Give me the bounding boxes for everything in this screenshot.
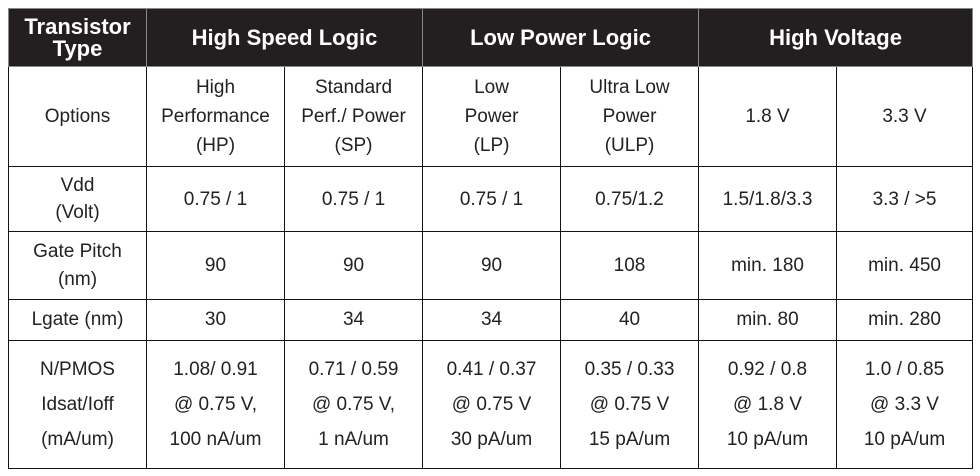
header-row: Transistor Type High Speed Logic Low Pow… bbox=[8, 8, 974, 67]
table-cell: 0.75/1.2 bbox=[560, 166, 700, 232]
table-cell: Ultra Low Power (ULP) bbox=[560, 66, 700, 167]
table-cell: 0.75 / 1 bbox=[283, 166, 424, 232]
table-cell: 40 bbox=[560, 299, 700, 341]
table-cell: 90 bbox=[146, 231, 285, 300]
spec-table-container: Transistor Type High Speed Logic Low Pow… bbox=[8, 8, 974, 469]
table-row: Vdd (Volt) 0.75 / 1 0.75 / 1 0.75 / 1 0.75/1… bbox=[8, 166, 974, 232]
table-cell: 1.0 / 0.85 @ 3.3 V 10 pA/um bbox=[836, 340, 974, 469]
header-first: Transistor Type bbox=[8, 8, 147, 67]
table-cell: min. 280 bbox=[836, 299, 974, 341]
table-cell: 0.41 / 0.37 @ 0.75 V 30 pA/um bbox=[422, 340, 562, 469]
spec-table: Transistor Type High Speed Logic Low Pow… bbox=[8, 8, 974, 469]
table-cell: High Performance (HP) bbox=[146, 66, 285, 167]
table-row: Lgate (nm) 30 34 34 40 min. 80 min. 280 bbox=[8, 299, 974, 341]
row-label: Vdd (Volt) bbox=[8, 166, 147, 232]
table-cell: 3.3 / >5 bbox=[836, 166, 974, 232]
table-cell: 108 bbox=[560, 231, 700, 300]
table-row: N/PMOS Idsat/Ioff (mA/um) 1.08/ 0.91 @ 0.… bbox=[8, 340, 974, 469]
table-cell: 1.8 V bbox=[698, 66, 838, 167]
table-cell: Standard Perf./ Power (SP) bbox=[283, 66, 424, 167]
row-label: Gate Pitch (nm) bbox=[8, 231, 147, 300]
table-cell: 0.92 / 0.8 @ 1.8 V 10 pA/um bbox=[698, 340, 838, 469]
table-row: Options High Performance (HP) Standard Per… bbox=[8, 66, 974, 167]
table-cell: 0.35 / 0.33 @ 0.75 V 15 pA/um bbox=[560, 340, 700, 469]
row-label: Options bbox=[8, 66, 147, 167]
table-cell: 1.08/ 0.91 @ 0.75 V, 100 nA/um bbox=[146, 340, 285, 469]
table-cell: 34 bbox=[283, 299, 424, 341]
table-cell: 90 bbox=[422, 231, 562, 300]
table-cell: Low Power (LP) bbox=[422, 66, 562, 167]
table-cell: min. 450 bbox=[836, 231, 974, 300]
table-cell: 90 bbox=[283, 231, 424, 300]
header-group: High Voltage bbox=[698, 8, 974, 67]
table-cell: 0.71 / 0.59 @ 0.75 V, 1 nA/um bbox=[283, 340, 424, 469]
header-group: Low Power Logic bbox=[422, 8, 700, 67]
table-cell: min. 80 bbox=[698, 299, 838, 341]
table-cell: 30 bbox=[146, 299, 285, 341]
table-cell: 1.5/1.8/3.3 bbox=[698, 166, 838, 232]
table-row: Gate Pitch (nm) 90 90 90 108 min. 180 min. 450 bbox=[8, 231, 974, 300]
table-cell: 34 bbox=[422, 299, 562, 341]
row-label: N/PMOS Idsat/Ioff (mA/um) bbox=[8, 340, 147, 469]
header-group: High Speed Logic bbox=[145, 8, 424, 67]
table-cell: 0.75 / 1 bbox=[422, 166, 562, 232]
row-label: Lgate (nm) bbox=[8, 299, 147, 341]
table-cell: min. 180 bbox=[698, 231, 838, 300]
table-cell: 3.3 V bbox=[836, 66, 974, 167]
table-cell: 0.75 / 1 bbox=[146, 166, 285, 232]
